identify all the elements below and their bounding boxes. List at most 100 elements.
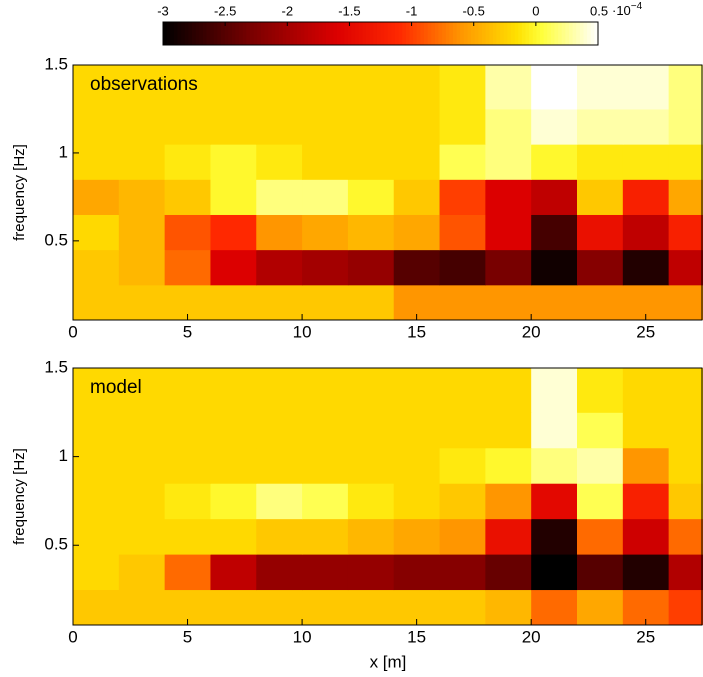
heat-cell <box>256 483 303 520</box>
colorbar-slice <box>503 22 508 45</box>
heat-cell <box>531 447 578 484</box>
heat-cell <box>485 447 532 484</box>
colorbar-slice <box>289 22 295 45</box>
heat-cell <box>439 412 486 449</box>
heat-cell <box>256 554 303 591</box>
heat-cell <box>302 108 349 145</box>
heat-cell <box>164 554 211 591</box>
heat-cell <box>347 249 395 286</box>
colorbar-slice <box>184 22 189 45</box>
heat-cell <box>622 214 670 251</box>
heat-cell <box>485 214 532 251</box>
heat-cell <box>531 108 578 145</box>
colorbar-slice <box>304 22 309 45</box>
heat-cell <box>577 179 624 215</box>
heat-cell <box>118 368 166 413</box>
heat-cell <box>302 284 349 320</box>
x-tick-label: 15 <box>407 627 426 646</box>
heat-cell <box>210 144 257 180</box>
colorbar-slice <box>521 22 527 45</box>
heat-cell <box>73 179 120 215</box>
colorbar-slice <box>170 22 175 45</box>
heat-cell <box>210 179 257 215</box>
heat-cell <box>347 284 395 320</box>
heat-cell <box>73 447 120 484</box>
colorbar-slice <box>373 22 378 45</box>
heat-cell <box>347 483 395 520</box>
heat-cell <box>210 108 257 145</box>
colorbar-slice <box>456 22 461 45</box>
colorbar-slice <box>213 22 218 45</box>
heat-cell <box>668 554 703 591</box>
colorbar-slice <box>438 22 443 45</box>
colorbar-slice <box>431 22 436 45</box>
y-axis-label: frequency [Hz] <box>11 144 28 241</box>
heat-cell <box>73 214 120 251</box>
heat-cell <box>439 108 486 145</box>
heat-cell <box>347 144 395 180</box>
heat-cell <box>347 518 395 555</box>
heat-cell <box>439 179 486 215</box>
colorbar-slice <box>163 22 168 45</box>
heat-cell <box>531 483 578 520</box>
colorbar-slice <box>329 22 334 45</box>
heat-cell <box>347 108 395 145</box>
heat-cell <box>577 589 624 625</box>
colorbar-multiplier: ·10−4 <box>612 1 643 19</box>
x-tick-label: 10 <box>293 322 312 341</box>
heat-cell <box>73 144 120 180</box>
heat-cell <box>531 214 578 251</box>
heat-cell <box>73 518 120 555</box>
heat-cell <box>393 108 441 145</box>
heat-cell <box>668 284 703 320</box>
heat-cell <box>118 144 166 180</box>
colorbar-tick-label: -1 <box>406 3 418 18</box>
colorbar-slice <box>275 22 280 45</box>
heat-cell <box>393 179 441 215</box>
colorbar-slice <box>511 22 516 45</box>
heat-cell <box>485 368 532 413</box>
heat-cell <box>347 179 395 215</box>
heat-cell <box>164 249 211 286</box>
colorbar-slice <box>380 22 385 45</box>
heat-cell <box>256 108 303 145</box>
heat-cell <box>622 412 670 449</box>
heat-cell <box>668 483 703 520</box>
heat-cell <box>622 368 670 413</box>
heat-cell <box>485 65 532 110</box>
colorbar-slice <box>565 22 570 45</box>
heat-cell <box>622 249 670 286</box>
heat-cell <box>622 144 670 180</box>
heat-cell <box>577 368 624 413</box>
colorbar-slice <box>253 22 258 45</box>
heat-cell <box>73 284 120 320</box>
colorbar-slice <box>583 22 588 45</box>
colorbar-slice <box>239 22 244 45</box>
colorbar-slice <box>572 22 577 45</box>
colorbar-slice <box>460 22 465 45</box>
x-tick-label: 0 <box>68 627 77 646</box>
colorbar-slice <box>463 22 469 45</box>
heat-cell <box>210 518 257 555</box>
colorbar-slice <box>235 22 240 45</box>
colorbar-slice <box>558 22 563 45</box>
heat-cell <box>210 412 257 449</box>
colorbar-tick-label: -1.5 <box>338 3 360 18</box>
colorbar-slice <box>242 22 247 45</box>
heat-cell <box>256 589 303 625</box>
heat-cell <box>531 249 578 286</box>
colorbar-slice <box>554 22 559 45</box>
heat-cell <box>622 554 670 591</box>
heat-cell <box>622 65 670 110</box>
colorbar-slice <box>293 22 298 45</box>
heat-cell <box>118 65 166 110</box>
heat-cell <box>210 368 257 413</box>
heat-cell <box>577 144 624 180</box>
heat-cell <box>439 284 486 320</box>
heat-cell <box>485 144 532 180</box>
colorbar-tick-label: 0 <box>532 3 539 18</box>
colorbar-slice <box>173 22 179 45</box>
heat-cell <box>485 483 532 520</box>
colorbar-slice <box>536 22 541 45</box>
heat-cell <box>210 554 257 591</box>
